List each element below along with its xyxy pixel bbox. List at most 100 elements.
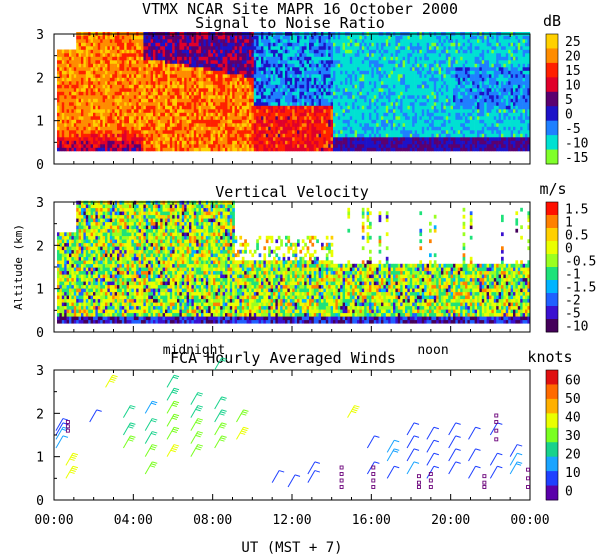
snr-cell [229,95,233,99]
snr-cell [229,119,233,124]
snr-cell [57,70,60,75]
snr-cell [150,144,154,148]
snr-cell [273,102,276,106]
snr-cell [378,60,382,64]
snr-cell [229,147,233,152]
snr-cell [179,126,183,131]
snr-cell [311,77,315,82]
snr-cell [117,53,120,57]
snr-cell [186,123,190,127]
snr-cell [253,112,257,117]
snr-cell [213,60,216,64]
snr-cell [102,56,106,61]
snr-cell [277,74,281,78]
snr-cell [321,123,324,127]
snr-cell [138,77,142,82]
snr-cell [282,91,286,96]
snr-cell [112,46,115,50]
snr-cell [186,116,190,120]
snr-cell [400,116,403,120]
snr-cell [83,39,87,43]
snr-cell [244,112,247,117]
snr-cell [347,35,351,40]
snr-cell [208,74,211,78]
snr-cell [400,74,403,78]
snr-cell [371,88,375,92]
snr-cell [246,35,250,40]
snr-cell [402,109,406,113]
snr-cell [107,105,111,110]
snr-cell [282,126,286,131]
snr-cell [301,133,305,138]
snr-cell [352,126,355,131]
snr-cell [71,98,75,103]
snr-cell [306,74,310,78]
snr-cell [400,81,403,85]
snr-cell [169,144,173,148]
snr-cell [393,123,396,127]
snr-cell [268,84,271,89]
snr-cell [71,84,75,89]
snr-cell [198,105,202,110]
snr-cell [66,81,70,85]
snr-cell [273,116,276,120]
snr-cell [390,60,394,64]
snr-cell [361,46,365,50]
snr-cell [316,116,319,120]
snr-cell [273,49,276,54]
snr-cell [174,109,178,113]
snr-cell [210,67,214,71]
snr-cell [299,63,303,68]
snr-cell [225,109,228,113]
snr-cell [220,53,223,57]
snr-cell [349,119,353,124]
snr-cell [61,70,65,75]
snr-cell [191,53,195,57]
snr-cell [97,49,101,54]
snr-cell [97,42,101,47]
snr-cell [162,126,166,131]
snr-cell [330,102,334,106]
snr-cell [306,91,310,96]
snr-cell [186,126,190,131]
snr-cell [280,77,283,82]
snr-cell [280,56,283,61]
snr-cell [167,123,171,127]
snr-cell [407,147,411,152]
snr-cell [407,77,411,82]
snr-cell [165,77,168,82]
snr-cell [301,95,305,99]
snr-cell [201,95,204,99]
snr-cell [237,42,240,47]
snr-cell [292,56,295,61]
snr-cell [299,137,303,141]
snr-cell [270,35,274,40]
snr-cell [402,53,406,57]
snr-cell [390,126,394,131]
snr-cell [373,74,377,78]
snr-cell [136,147,139,152]
snr-cell [210,88,214,92]
snr-cell [366,88,370,92]
snr-cell [395,42,399,47]
snr-cell [366,130,370,134]
snr-cell [407,91,411,96]
snr-cell [150,102,154,106]
snr-cell [100,116,103,120]
snr-cell [121,109,125,113]
snr-cell [345,53,348,57]
snr-cell [325,123,329,127]
snr-cell [100,74,103,78]
snr-cell [217,39,221,43]
snr-cell [201,53,204,57]
snr-cell [198,84,202,89]
snr-cell [335,133,339,138]
snr-cell [246,81,250,85]
snr-cell [409,123,413,127]
snr-cell [402,112,406,117]
snr-cell [328,133,331,138]
snr-cell [172,53,175,57]
snr-cell [138,46,142,50]
snr-cell [390,53,394,57]
snr-cell [225,119,228,124]
